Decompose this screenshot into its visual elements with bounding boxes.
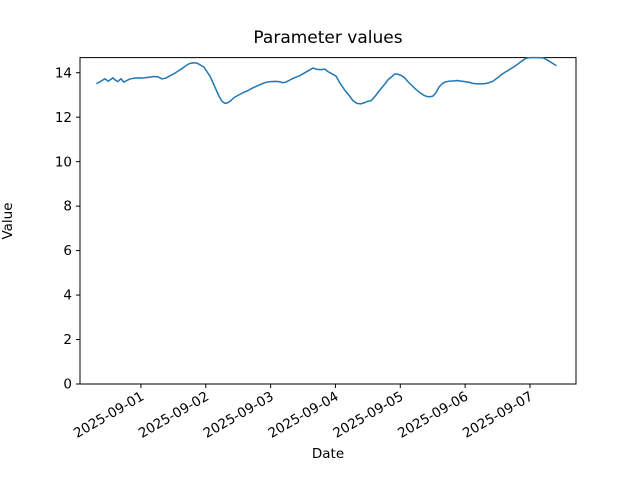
x-tick-label: 2025-09-05 <box>330 389 406 442</box>
data-line <box>96 56 557 105</box>
y-tick-label: 2 <box>63 332 72 348</box>
x-tick-label: 2025-09-07 <box>460 389 536 442</box>
y-tick-label: 10 <box>55 154 72 170</box>
axes-frame <box>79 57 577 385</box>
x-axis-label: Date <box>311 446 345 462</box>
x-tick-label: 2025-09-01 <box>71 389 147 442</box>
y-tick-label: 8 <box>63 199 72 215</box>
y-tick-label: 6 <box>63 243 72 259</box>
x-tick-label: 2025-09-02 <box>136 389 212 442</box>
x-tick-label: 2025-09-06 <box>395 389 471 442</box>
x-tick-label: 2025-09-04 <box>266 389 342 442</box>
y-tick-label: 4 <box>63 288 72 304</box>
y-tick-label: 0 <box>63 377 72 393</box>
y-tick-label: 14 <box>55 65 72 81</box>
chart-title: Parameter values <box>253 28 403 48</box>
y-tick-label: 12 <box>55 110 72 126</box>
x-tick-label: 2025-09-03 <box>201 389 277 442</box>
